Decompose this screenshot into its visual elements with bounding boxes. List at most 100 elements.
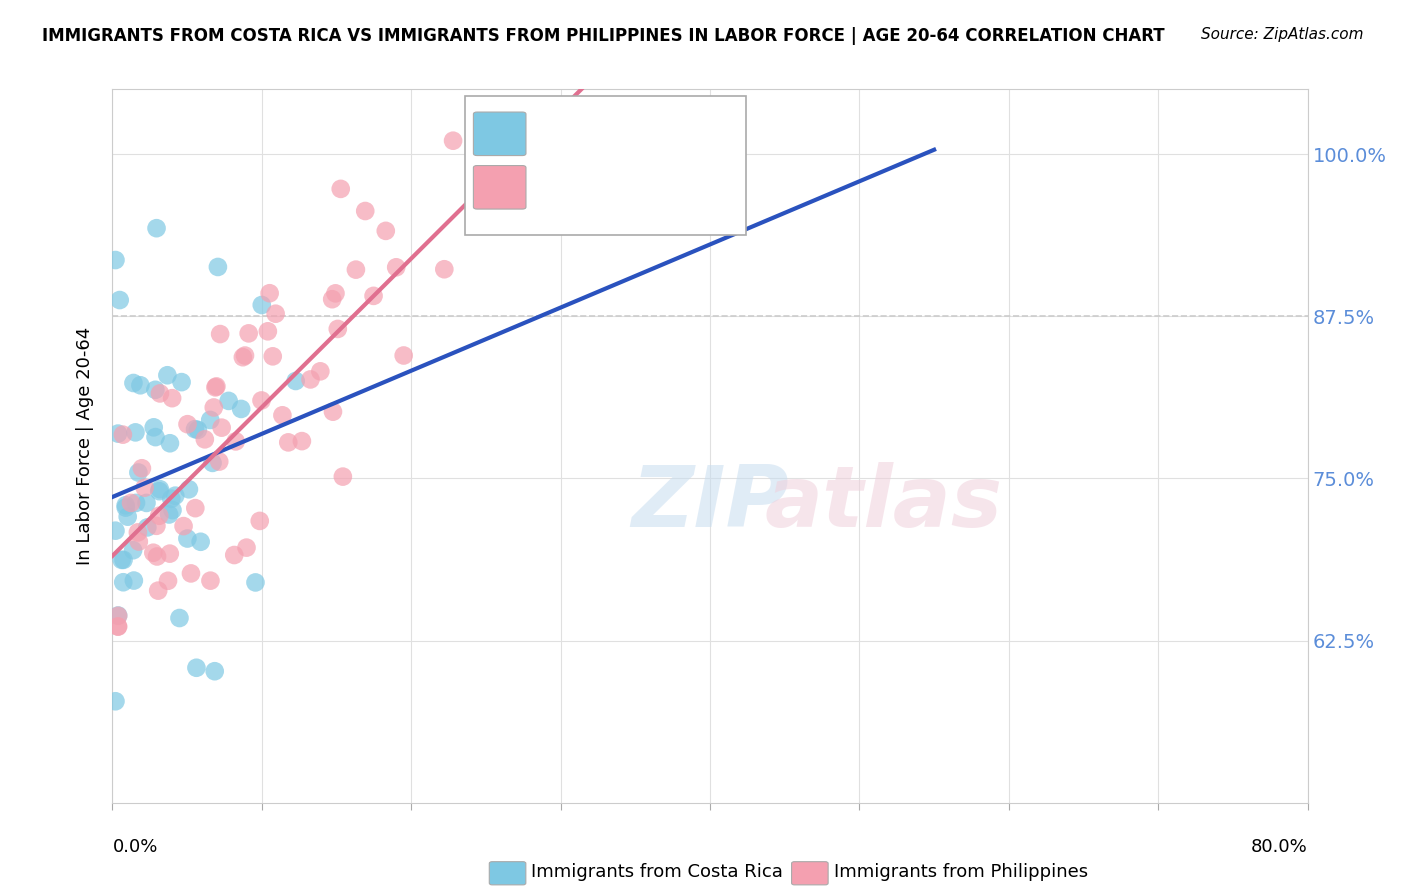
Point <box>125 496 148 510</box>
Text: ZIP: ZIP <box>631 461 789 545</box>
Point <box>184 501 207 516</box>
Point <box>112 553 135 567</box>
Point <box>124 425 146 440</box>
FancyBboxPatch shape <box>474 166 526 209</box>
Point <box>177 483 200 497</box>
Point <box>321 292 343 306</box>
Point <box>122 574 145 588</box>
FancyBboxPatch shape <box>474 112 526 155</box>
Point <box>127 525 149 540</box>
Point <box>231 401 253 416</box>
Point <box>204 664 226 678</box>
Point <box>107 608 129 623</box>
Point <box>329 182 352 196</box>
Point <box>145 221 167 235</box>
Text: 0.0%: 0.0% <box>112 838 157 855</box>
Point <box>205 379 228 393</box>
Point <box>277 435 299 450</box>
FancyBboxPatch shape <box>465 96 747 235</box>
Point <box>211 420 233 434</box>
Point <box>142 420 165 434</box>
Point <box>322 405 344 419</box>
Point <box>264 307 287 321</box>
Point <box>238 326 260 341</box>
Point <box>136 520 159 534</box>
Point <box>114 500 136 515</box>
Point <box>142 546 165 560</box>
Point <box>122 376 145 390</box>
Point <box>157 574 180 588</box>
Text: 0.194: 0.194 <box>582 125 640 143</box>
Point <box>184 422 207 436</box>
Point <box>190 534 212 549</box>
Point <box>149 482 172 496</box>
Point <box>204 380 226 394</box>
Point <box>129 378 152 392</box>
Text: Immigrants from Costa Rica: Immigrants from Costa Rica <box>531 863 783 881</box>
Text: 80.0%: 80.0% <box>1251 838 1308 855</box>
Point <box>145 518 167 533</box>
Point <box>170 375 193 389</box>
Text: N =: N = <box>644 178 679 196</box>
Point <box>135 496 157 510</box>
Point <box>187 423 209 437</box>
Point <box>176 532 198 546</box>
Point <box>148 484 170 499</box>
Y-axis label: In Labor Force | Age 20-64: In Labor Force | Age 20-64 <box>76 326 94 566</box>
Point <box>441 134 464 148</box>
Point <box>309 364 332 378</box>
Point <box>111 427 134 442</box>
Point <box>117 509 139 524</box>
Point <box>207 260 229 274</box>
Text: Source: ZipAtlas.com: Source: ZipAtlas.com <box>1201 27 1364 42</box>
Point <box>209 327 232 342</box>
Text: 0.502: 0.502 <box>582 178 640 196</box>
Point <box>433 262 456 277</box>
Point <box>104 524 127 538</box>
Point <box>271 409 294 423</box>
Point <box>385 260 408 275</box>
Point <box>160 391 183 405</box>
Point <box>245 575 267 590</box>
Point <box>169 611 191 625</box>
Point <box>218 393 240 408</box>
Point <box>176 417 198 432</box>
Text: atlas: atlas <box>765 461 1002 545</box>
Point <box>548 186 571 201</box>
Point <box>107 619 129 633</box>
Point <box>128 534 150 549</box>
Point <box>200 413 222 427</box>
Text: 62: 62 <box>681 178 706 196</box>
Point <box>259 286 281 301</box>
Point <box>201 456 224 470</box>
Point <box>104 694 127 708</box>
Point <box>262 349 284 363</box>
Point <box>225 434 247 449</box>
Point <box>107 619 129 633</box>
Point <box>108 293 131 307</box>
Point <box>208 454 231 468</box>
Point <box>235 541 257 555</box>
Point <box>120 496 142 510</box>
Point <box>354 204 377 219</box>
Point <box>157 508 180 522</box>
Point <box>127 466 149 480</box>
Point <box>194 433 217 447</box>
Point <box>131 461 153 475</box>
Point <box>392 349 415 363</box>
Point <box>159 436 181 450</box>
Point <box>173 519 195 533</box>
Point <box>186 661 208 675</box>
Point <box>344 262 367 277</box>
Point <box>148 508 170 523</box>
Text: Immigrants from Philippines: Immigrants from Philippines <box>834 863 1088 881</box>
Point <box>122 543 145 558</box>
Point <box>291 434 314 449</box>
Point <box>200 574 222 588</box>
Point <box>165 489 187 503</box>
Point <box>250 298 273 312</box>
Text: 50: 50 <box>681 125 706 143</box>
Point <box>146 549 169 564</box>
Text: N =: N = <box>644 125 679 143</box>
Point <box>112 575 135 590</box>
